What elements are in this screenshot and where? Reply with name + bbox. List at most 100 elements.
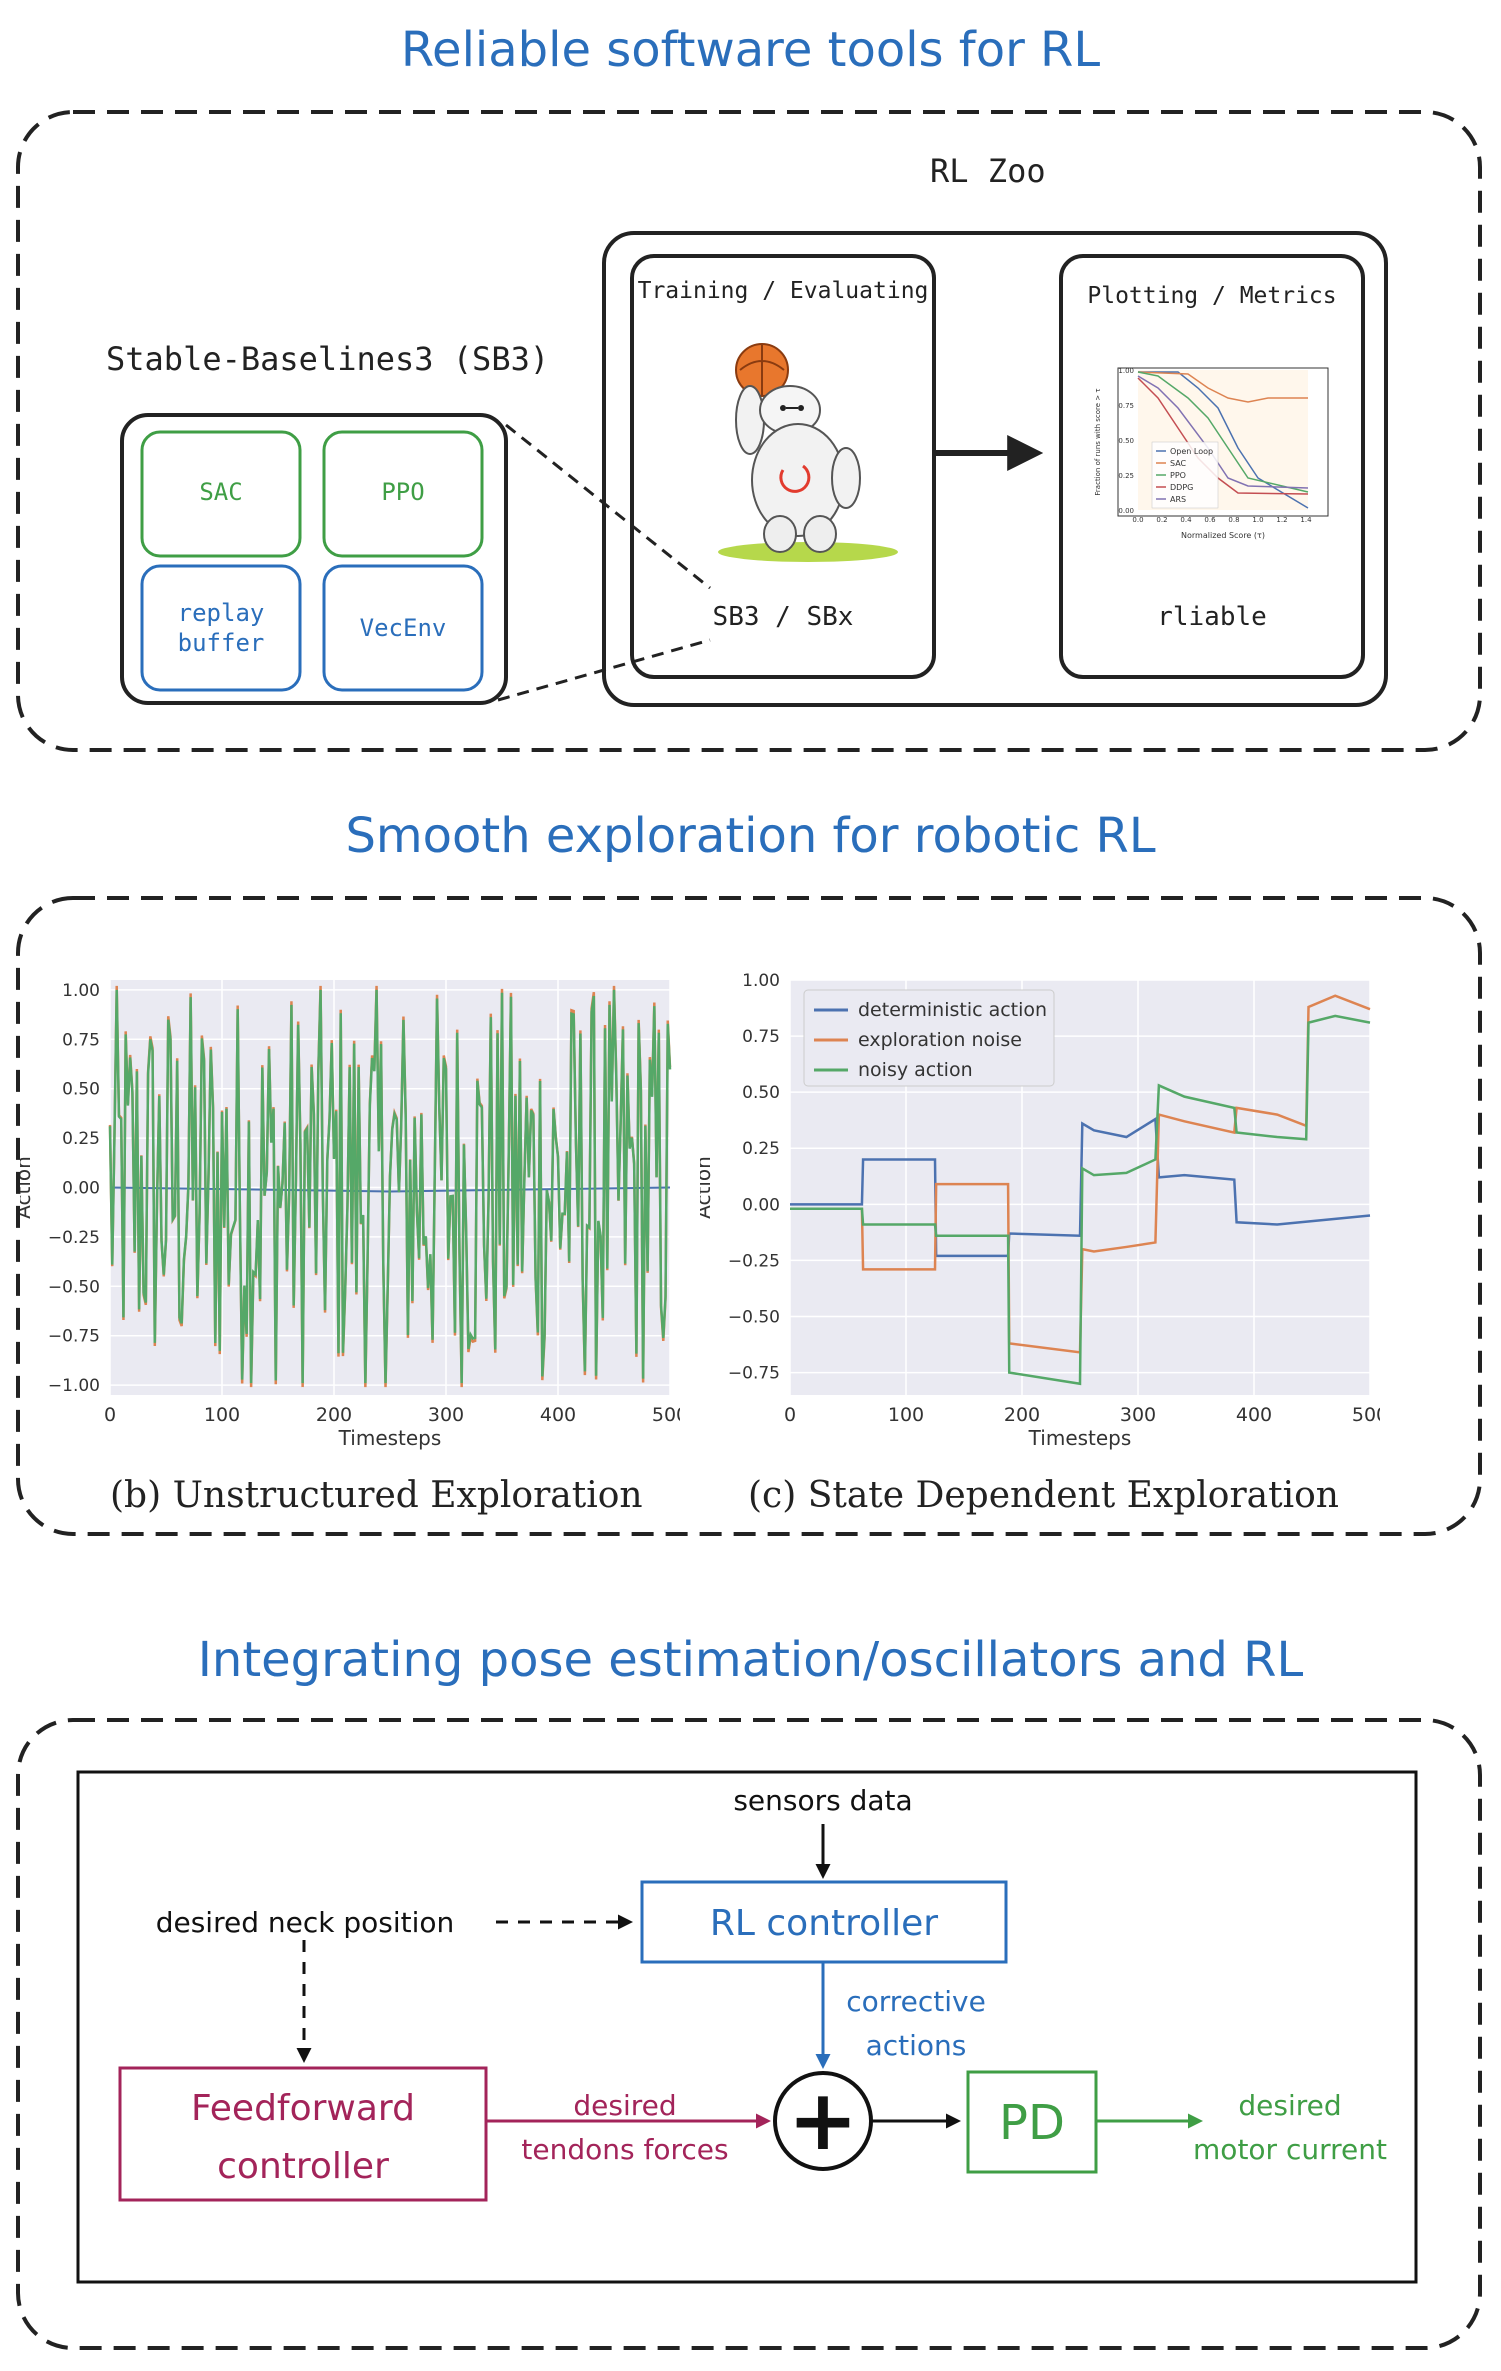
- xtick-label: 400: [540, 1404, 576, 1426]
- xtick-label: 100: [204, 1404, 240, 1426]
- ytick-label: 0.25: [742, 1139, 780, 1159]
- rl-controller-label: RL controller: [709, 1903, 939, 1944]
- feedforward-controller-label: Feedforward controller: [120, 2080, 486, 2196]
- ytick-label: 0.75: [62, 1030, 100, 1050]
- mini-legend-label: ARS: [1170, 495, 1186, 504]
- sensors-data-label: sensors data: [733, 1784, 913, 1817]
- section1-title: Reliable software tools for RL: [400, 22, 1101, 78]
- corrective-line1: corrective: [846, 1985, 986, 2018]
- rl-zoo-box: [602, 231, 1388, 707]
- motor-line1: desired: [1238, 2089, 1342, 2122]
- xtick-label: 300: [428, 1404, 464, 1426]
- mini-ytick-label: 0.25: [1118, 472, 1134, 480]
- mini-xtick-label: 0.4: [1180, 516, 1192, 524]
- caption-b: (b) Unstructured Exploration: [110, 1475, 643, 1516]
- section3-title: Integrating pose estimation/oscillators …: [197, 1632, 1304, 1688]
- pd-label: PD: [999, 2095, 1065, 2151]
- mini-xtick-label: 0.8: [1228, 516, 1239, 524]
- caption-c: (c) State Dependent Exploration: [748, 1475, 1339, 1516]
- ytick-label: −0.25: [728, 1251, 780, 1271]
- robot-illustration: [718, 343, 898, 562]
- ytick-label: −0.50: [728, 1307, 780, 1327]
- chart-unstructured-exploration: 0 100 200 300 400 500 1.00 0.75 0.50 0.25 0.00 −0.2…: [20, 980, 680, 1450]
- section2-frame: [16, 896, 1482, 1536]
- plotting-box-footer: rliable: [1157, 602, 1267, 632]
- replay-buffer-box: [140, 564, 302, 692]
- xtick-label: 500: [1352, 1404, 1380, 1426]
- training-box-title: Training / Evaluating: [637, 278, 929, 304]
- xtick-label: 0: [104, 1404, 116, 1426]
- series-noisy-action: [790, 1014, 1371, 1386]
- module-replay-buffer-label: replay buffer: [177, 599, 265, 657]
- mini-legend-label: SAC: [1170, 459, 1187, 468]
- xtick-label: 500: [652, 1404, 680, 1426]
- rl-zoo-label: RL Zoo: [930, 152, 1046, 190]
- ytick-label: 0.75: [742, 1027, 780, 1047]
- ytick-label: −0.75: [728, 1364, 780, 1384]
- sac-box: [140, 430, 302, 558]
- legend-label: exploration noise: [858, 1029, 1022, 1051]
- feedforward-controller-box: [118, 2066, 488, 2202]
- module-vecenv-label: VecEnv: [359, 614, 447, 642]
- series-noisy-action: [108, 989, 672, 1384]
- corrective-line2: actions: [865, 2029, 967, 2062]
- chart-state-dependent-exploration: 0 100 200 300 400 500 1.00 0.75 0.50 0.25 0.00 −0.2…: [700, 971, 1380, 1450]
- controller-frame: [76, 1770, 1418, 2284]
- ytick-label: −0.25: [48, 1228, 100, 1248]
- training-box-footer: SB3 / SBx: [712, 602, 854, 632]
- feedforward-line1: Feedforward: [191, 2088, 415, 2129]
- xtick-label: 300: [1120, 1404, 1156, 1426]
- ytick-label: 0.25: [62, 1129, 100, 1149]
- mini-chart-ylabel: Fraction of runs with score > τ: [1094, 388, 1102, 495]
- mini-legend-label: PPO: [1170, 471, 1186, 480]
- sb3-label: Stable-Baselines3 (SB3): [106, 340, 550, 378]
- mini-xtick-label: 1.2: [1276, 516, 1287, 524]
- ytick-label: −0.50: [48, 1277, 100, 1297]
- mini-rliable-chart: Normalized Score (τ) Fraction of runs wi…: [1094, 367, 1329, 540]
- ppo-box: [322, 430, 484, 558]
- legend-label: deterministic action: [858, 999, 1047, 1021]
- mini-xtick-label: 1.4: [1300, 516, 1312, 524]
- xtick-label: 200: [1004, 1404, 1040, 1426]
- zoom-line-bottom: [497, 638, 711, 702]
- section2-frame-svg: [16, 896, 1482, 1536]
- section2-title: Smooth exploration for robotic RL: [345, 808, 1156, 864]
- training-box: [630, 254, 936, 679]
- desired-tendons-forces-label: desired tendons forces: [500, 2084, 750, 2172]
- mini-xtick-label: 1.0: [1252, 516, 1263, 524]
- series-exploration-noise: [790, 994, 1371, 1354]
- section3-diagram: [16, 1718, 1482, 2350]
- mini-chart-xlabel: Normalized Score (τ): [1181, 531, 1265, 540]
- x-axis-label: Timesteps: [1028, 1426, 1132, 1450]
- ytick-label: −0.75: [48, 1327, 100, 1347]
- y-axis-label: Action: [20, 1156, 35, 1219]
- desired-motor-current-label: desired motor current: [1180, 2084, 1400, 2172]
- mini-xtick-label: 0.6: [1204, 516, 1216, 524]
- series-deterministic-action: [790, 1116, 1371, 1258]
- zoom-line-top: [505, 423, 711, 590]
- mini-ytick-label: 0.00: [1118, 507, 1134, 515]
- ytick-label: 0.00: [62, 1179, 100, 1199]
- xtick-label: 0: [784, 1404, 796, 1426]
- mini-xtick-label: 0.2: [1156, 516, 1167, 524]
- x-axis-label: Timesteps: [338, 1426, 442, 1450]
- mini-ytick-label: 1.00: [1118, 367, 1134, 375]
- y-axis-label: Action: [700, 1156, 715, 1219]
- module-sac-label: SAC: [199, 478, 243, 506]
- xtick-label: 400: [1236, 1404, 1272, 1426]
- corrective-actions-label: corrective actions: [836, 1980, 996, 2068]
- module-ppo-label: PPO: [381, 478, 425, 506]
- xtick-label: 100: [888, 1404, 924, 1426]
- motor-line2: motor current: [1193, 2133, 1387, 2166]
- mini-legend-label: Open Loop: [1170, 447, 1213, 456]
- mini-legend-label: DDPG: [1170, 483, 1193, 492]
- feedforward-line2: controller: [217, 2146, 389, 2187]
- section1-diagram: Normalized Score (τ) Fraction of runs wi…: [16, 110, 1482, 752]
- tendons-line1: desired: [573, 2089, 677, 2122]
- ytick-label: 0.50: [62, 1080, 100, 1100]
- mini-ytick-label: 0.75: [1118, 402, 1134, 410]
- legend-label: noisy action: [858, 1059, 973, 1081]
- ytick-label: −1.00: [48, 1376, 100, 1396]
- vecenv-box: [322, 564, 484, 692]
- ytick-label: 0.50: [742, 1083, 780, 1103]
